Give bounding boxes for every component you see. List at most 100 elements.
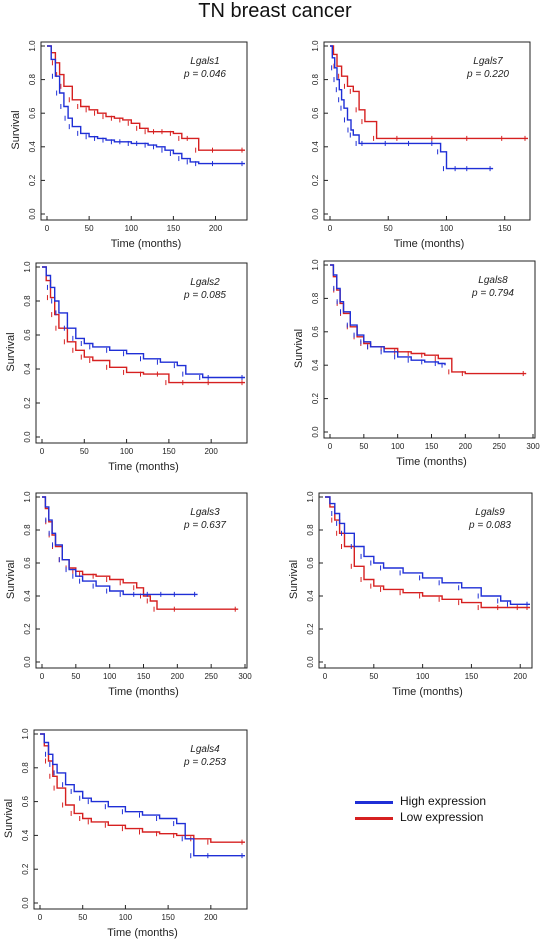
x-tick-label: 300	[526, 442, 540, 451]
y-tick-label: 0.6	[306, 557, 315, 569]
y-tick-label: 0.8	[311, 292, 320, 304]
y-tick-label: 0.6	[311, 326, 320, 338]
y-axis-label: Survival	[3, 799, 15, 838]
x-tick-label: 50	[369, 672, 378, 681]
high-expression-curve	[330, 45, 494, 170]
y-tick-label: 0.4	[311, 359, 320, 371]
x-tick-label: 250	[492, 442, 506, 451]
p-value-label: p = 0.046	[183, 69, 226, 80]
plot-lgals7: 0.0 0.2 0.4 0.6 0.8 1.0 0 50 100 150 Time (months)…	[311, 40, 531, 250]
p-value-label: p = 0.253	[183, 757, 226, 768]
x-tick-label: 150	[162, 447, 176, 456]
y-tick-label: 0.0	[21, 897, 30, 909]
y-tick-label: 0.6	[23, 557, 32, 569]
y-tick-label: 0.0	[23, 431, 32, 443]
x-tick-label: 200	[209, 224, 223, 233]
y-tick-label: 1.0	[306, 491, 315, 503]
x-tick-label: 0	[40, 447, 45, 456]
y-tick-label: 1.0	[311, 259, 320, 271]
y-tick-label: 0.2	[23, 397, 32, 409]
gene-label: Lgals8	[478, 275, 508, 286]
y-tick-label: 0.8	[23, 295, 32, 307]
y-tick-label: 0.2	[311, 174, 320, 186]
y-tick-label: 0.0	[311, 426, 320, 438]
y-tick-label: 0.6	[28, 107, 37, 119]
low-expression-curve	[47, 45, 245, 151]
x-tick-label: 150	[161, 913, 175, 922]
plot-frame	[323, 41, 531, 221]
x-tick-label: 150	[137, 672, 151, 681]
p-value-label: p = 0.083	[468, 520, 511, 531]
p-value-label: p = 0.085	[183, 290, 226, 301]
legend-label-high: High expression	[400, 794, 487, 808]
y-tick-label: 0.0	[23, 656, 32, 668]
legend-swatch-low	[355, 817, 393, 820]
x-tick-label: 0	[328, 442, 333, 451]
x-axis-label: Time (months)	[107, 927, 178, 939]
y-tick-label: 1.0	[23, 491, 32, 503]
legend-swatch-high	[355, 801, 393, 804]
high-expression-curve	[47, 45, 245, 165]
low-expression-curve	[42, 266, 245, 384]
y-tick-label: 0.4	[28, 141, 37, 153]
x-tick-label: 200	[204, 913, 218, 922]
high-expression-curve	[330, 264, 446, 366]
plot-frame	[35, 492, 248, 669]
x-tick-label: 200	[204, 447, 218, 456]
gene-label: Lgals9	[475, 507, 505, 518]
y-axis-label: Survival	[293, 329, 305, 368]
high-expression-curve	[42, 266, 245, 379]
y-tick-label: 0.2	[306, 623, 315, 635]
plot-lgals2: 0.0 0.2 0.4 0.6 0.8 1.0 0 50 100 150 200 Time (mont…	[5, 261, 248, 473]
x-tick-label: 100	[416, 672, 430, 681]
x-tick-label: 0	[323, 672, 328, 681]
gene-label: Lgals3	[190, 507, 220, 518]
x-tick-label: 150	[465, 672, 479, 681]
y-tick-label: 0.6	[21, 795, 30, 807]
y-tick-label: 0.8	[21, 762, 30, 774]
y-tick-label: 0.4	[23, 590, 32, 602]
plot-frame	[323, 260, 536, 439]
p-value-label: p = 0.220	[466, 69, 509, 80]
x-tick-label: 100	[391, 442, 405, 451]
x-tick-label: 150	[498, 224, 512, 233]
x-tick-label: 100	[119, 913, 133, 922]
low-expression-curve	[330, 45, 528, 140]
x-tick-label: 200	[514, 672, 528, 681]
x-tick-label: 50	[78, 913, 87, 922]
x-tick-label: 50	[85, 224, 94, 233]
x-tick-label: 150	[425, 442, 439, 451]
p-value-label: p = 0.637	[183, 520, 226, 531]
x-axis-label: Time (months)	[108, 461, 179, 473]
x-tick-label: 100	[440, 224, 454, 233]
y-tick-label: 1.0	[23, 261, 32, 273]
x-tick-label: 100	[103, 672, 117, 681]
y-axis-label: Survival	[5, 560, 17, 599]
y-tick-label: 0.0	[311, 208, 320, 220]
plot-frame	[35, 262, 248, 444]
y-tick-label: 0.2	[28, 174, 37, 186]
low-expression-curve	[325, 496, 530, 609]
y-tick-label: 0.4	[306, 590, 315, 602]
plot-lgals9: 0.0 0.2 0.4 0.6 0.8 1.0 0 50 100 150 200 Time (mont…	[288, 491, 533, 698]
x-tick-label: 100	[125, 224, 139, 233]
x-tick-label: 100	[120, 447, 134, 456]
x-tick-label: 0	[328, 224, 333, 233]
p-value-label: p = 0.794	[471, 288, 514, 299]
figure-title: TN breast cancer	[198, 0, 352, 22]
gene-label: Lgals2	[190, 277, 220, 288]
gene-label: Lgals7	[473, 56, 503, 67]
x-axis-label: Time (months)	[392, 686, 463, 698]
y-axis-label: Survival	[10, 110, 22, 149]
y-tick-label: 1.0	[311, 40, 320, 52]
x-tick-label: 50	[359, 442, 368, 451]
plot-lgals4: 0.0 0.2 0.4 0.6 0.8 1.0 0 50 100 150 200 Time (mont…	[3, 728, 248, 939]
x-axis-label: Time (months)	[111, 238, 182, 250]
y-tick-label: 0.8	[311, 73, 320, 85]
x-tick-label: 50	[80, 447, 89, 456]
y-tick-label: 0.0	[28, 208, 37, 220]
y-tick-label: 0.6	[23, 329, 32, 341]
y-tick-label: 0.8	[23, 524, 32, 536]
